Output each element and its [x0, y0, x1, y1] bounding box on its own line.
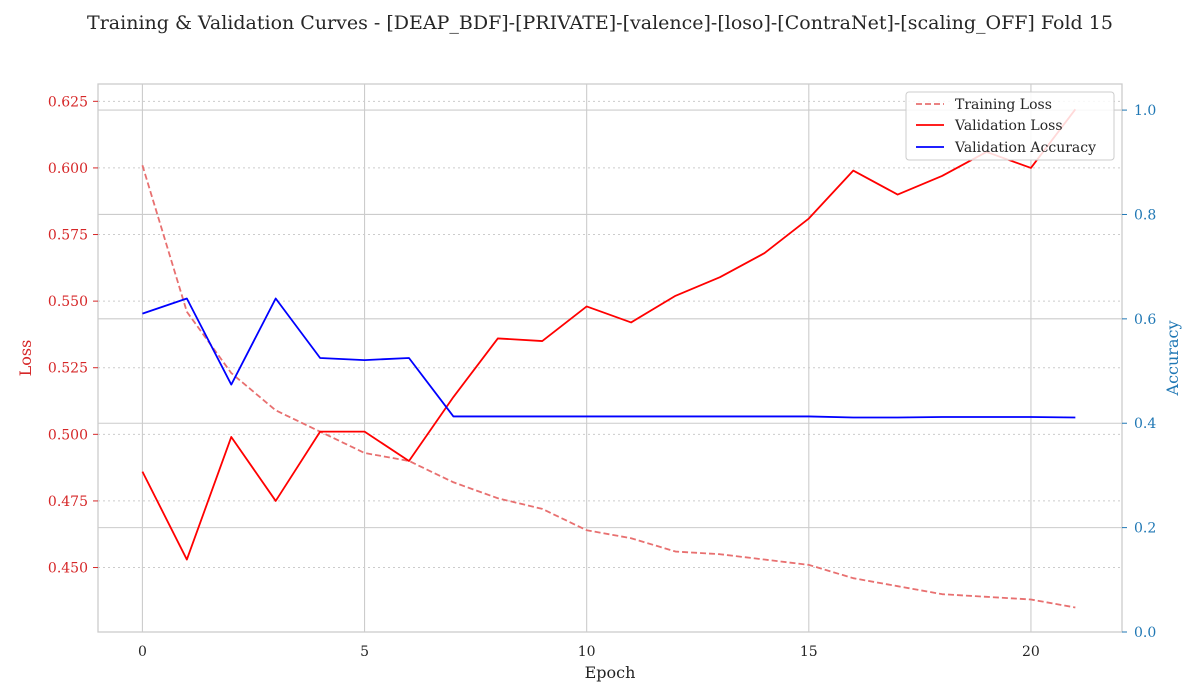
right-axis-label: Accuracy [1163, 321, 1182, 397]
right-tick-label: 0.8 [1134, 207, 1156, 223]
series-training-loss [141, 164, 1076, 609]
left-tick-label: 0.525 [48, 361, 88, 377]
chart-title: Training & Validation Curves - [DEAP_BDF… [87, 12, 1113, 34]
right-axis: 0.0 0.2 0.4 0.6 0.8 1.0 [1122, 103, 1156, 641]
x-tick-label: 20 [1022, 644, 1040, 660]
x-tick-label: 5 [360, 644, 369, 660]
left-tick-label: 0.625 [48, 94, 88, 110]
series-layer [141, 108, 1077, 609]
left-tick-label: 0.500 [48, 427, 88, 443]
legend-label-training-loss: Training Loss [955, 97, 1052, 113]
left-tick-label: 0.475 [48, 494, 88, 510]
x-tick-label: 0 [138, 644, 147, 660]
left-tick-label: 0.600 [48, 161, 88, 177]
right-tick-label: 0.2 [1134, 521, 1156, 537]
right-tick-label: 1.0 [1134, 103, 1156, 119]
right-tick-label: 0.0 [1134, 625, 1156, 641]
legend-label-validation-loss: Validation Loss [954, 118, 1063, 134]
grid [98, 84, 1122, 632]
x-axis: 0 5 10 15 20 [138, 644, 1040, 660]
plot-frame [97, 83, 1123, 633]
left-axis: 0.450 0.475 0.500 0.525 0.550 0.575 0.600 0.625 [48, 94, 98, 577]
left-tick-label: 0.550 [48, 294, 88, 310]
x-axis-label: Epoch [585, 663, 636, 682]
left-axis-label: Loss [16, 340, 35, 377]
x-tick-label: 15 [800, 644, 818, 660]
legend-box [905, 91, 1115, 161]
left-tick-label: 0.450 [48, 561, 88, 577]
legend: Training Loss Validation Loss Validation… [905, 91, 1115, 161]
series-validation-accuracy [142, 297, 1076, 419]
right-tick-label: 0.6 [1134, 312, 1156, 328]
series-validation-loss [141, 108, 1077, 561]
right-tick-label: 0.4 [1134, 416, 1156, 432]
left-tick-label: 0.575 [48, 228, 88, 244]
x-tick-label: 10 [578, 644, 596, 660]
legend-label-validation-accuracy: Validation Accuracy [954, 140, 1096, 156]
